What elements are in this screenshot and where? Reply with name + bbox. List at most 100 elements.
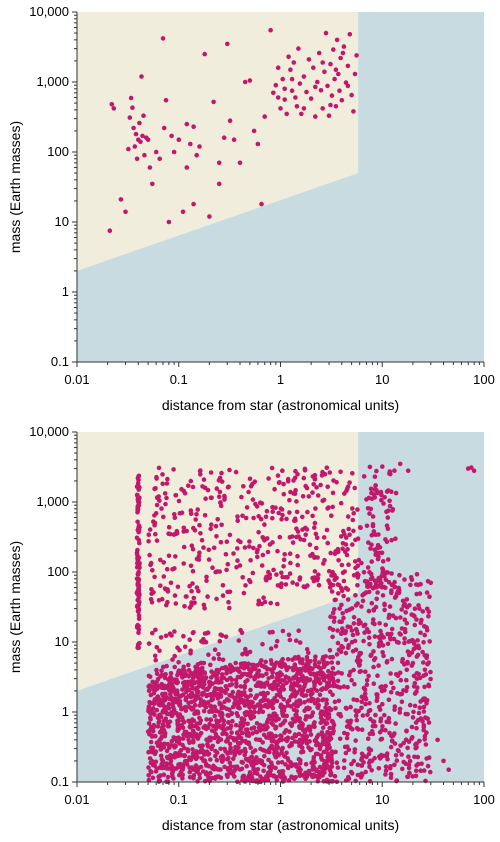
data-point	[163, 716, 169, 721]
data-point	[218, 503, 224, 509]
data-point	[195, 675, 201, 680]
data-point	[153, 769, 159, 774]
data-point	[364, 682, 370, 687]
x-tick-label: 0.1	[170, 372, 188, 387]
data-point	[185, 683, 190, 688]
data-point	[405, 745, 410, 751]
data-point	[224, 706, 229, 712]
data-point	[214, 750, 220, 755]
data-point	[285, 699, 290, 705]
data-point	[264, 577, 269, 583]
data-point	[393, 536, 398, 541]
data-point	[417, 591, 423, 596]
data-point	[340, 570, 346, 576]
data-point	[275, 95, 281, 100]
data-point	[216, 667, 222, 673]
data-point	[218, 539, 224, 545]
data-point	[277, 534, 283, 540]
data-point	[297, 684, 303, 689]
data-point	[241, 773, 247, 779]
data-point	[332, 76, 337, 82]
data-point	[354, 725, 360, 731]
y-axis-title: mass (Earth masses)	[7, 541, 23, 673]
data-point	[200, 748, 206, 754]
data-point	[264, 774, 269, 779]
data-point	[239, 699, 244, 705]
data-point	[414, 617, 419, 622]
data-point	[208, 708, 214, 713]
data-point	[417, 675, 423, 681]
data-point	[362, 622, 368, 628]
data-point	[157, 648, 162, 653]
data-point	[324, 720, 330, 726]
data-point	[365, 584, 370, 589]
data-point	[361, 753, 367, 759]
data-point	[155, 694, 161, 699]
data-point	[243, 650, 248, 655]
data-point	[247, 577, 252, 583]
data-point	[189, 699, 194, 705]
data-point	[339, 619, 345, 625]
data-point	[387, 471, 392, 476]
data-point	[202, 778, 208, 784]
data-point	[407, 702, 413, 708]
data-point	[136, 523, 142, 528]
data-point	[292, 655, 298, 660]
data-point	[186, 667, 192, 673]
data-point	[205, 700, 211, 705]
data-point	[219, 759, 225, 764]
data-point	[412, 606, 418, 611]
data-point	[372, 634, 378, 639]
data-point	[188, 478, 194, 484]
data-point	[404, 621, 410, 626]
data-point	[220, 583, 226, 588]
data-point	[306, 494, 312, 499]
data-point	[215, 517, 220, 522]
data-point	[334, 652, 340, 657]
data-point	[151, 722, 157, 728]
data-point	[290, 540, 296, 545]
data-point	[154, 502, 160, 508]
data-point	[268, 667, 274, 672]
data-point	[169, 133, 174, 139]
data-point	[225, 41, 230, 47]
data-point	[188, 563, 194, 569]
data-point	[314, 767, 319, 773]
data-point	[146, 765, 151, 770]
data-point	[300, 687, 306, 693]
data-point	[293, 518, 298, 523]
data-point	[279, 759, 285, 765]
data-point	[307, 665, 313, 671]
data-point	[373, 723, 378, 729]
data-point	[169, 710, 174, 715]
data-point	[351, 758, 357, 764]
data-point	[362, 691, 368, 697]
data-point	[349, 606, 355, 611]
data-point	[407, 770, 412, 776]
data-point	[152, 653, 158, 659]
data-point	[354, 697, 360, 703]
data-point	[223, 684, 229, 689]
data-point	[397, 691, 403, 697]
data-point	[360, 592, 365, 598]
y-tick-label: 10	[55, 634, 69, 649]
data-point	[318, 720, 324, 726]
data-point	[177, 647, 182, 653]
data-point	[227, 467, 232, 473]
data-point	[366, 589, 372, 595]
data-point	[283, 674, 289, 679]
data-point	[164, 566, 170, 572]
data-point	[421, 660, 426, 665]
data-point	[371, 664, 376, 670]
data-point	[328, 550, 334, 556]
data-point	[152, 712, 157, 717]
data-point	[355, 583, 360, 588]
data-point	[275, 65, 281, 70]
data-point	[417, 606, 422, 611]
data-point	[355, 772, 361, 778]
data-point	[234, 565, 239, 570]
data-point	[314, 679, 320, 684]
data-point	[383, 622, 389, 628]
data-point	[296, 676, 302, 682]
data-point	[280, 76, 286, 82]
